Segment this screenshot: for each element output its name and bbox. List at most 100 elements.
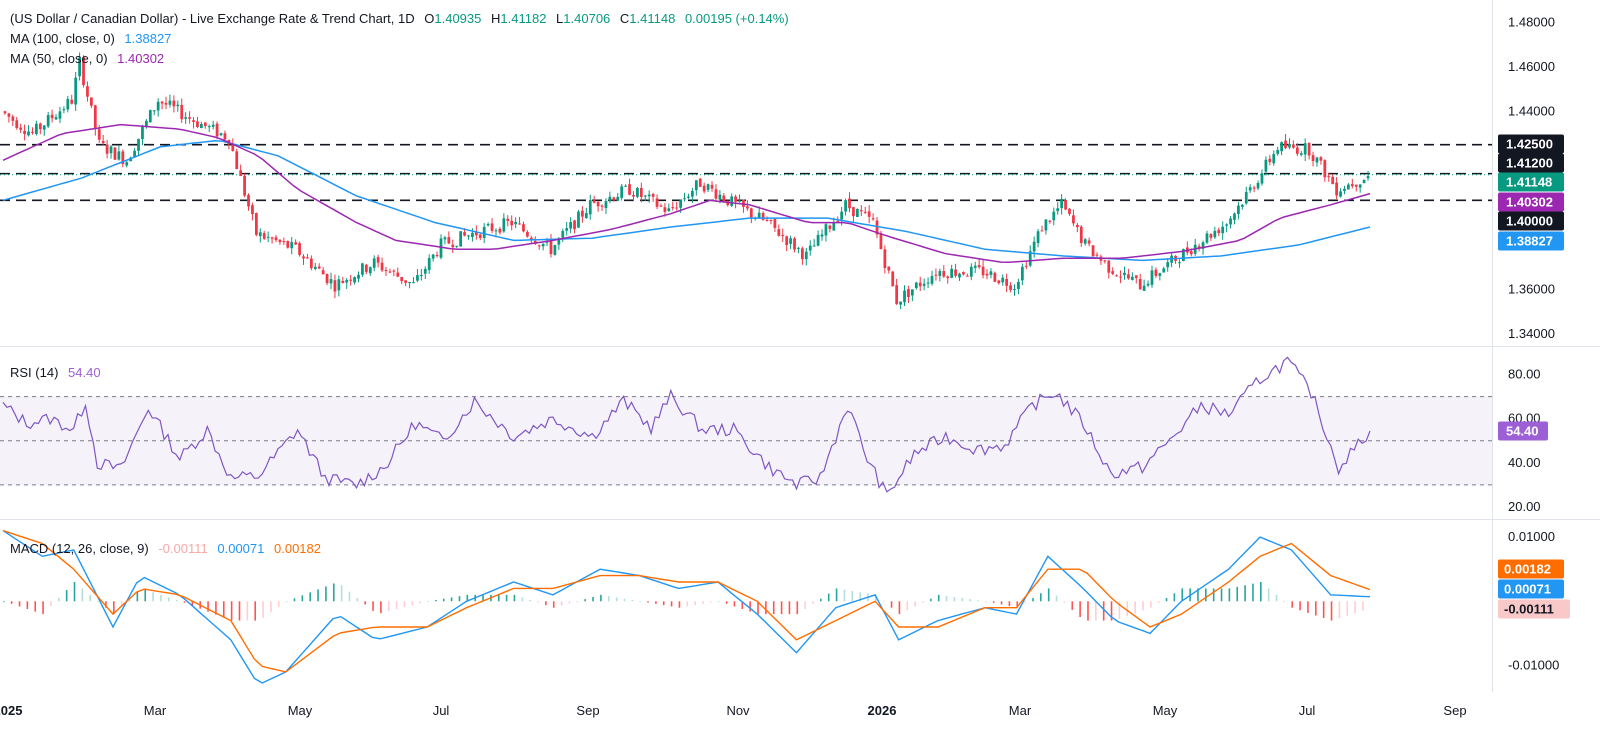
candle-body — [1091, 245, 1095, 257]
macd-histogram-bar — [332, 583, 335, 602]
macd-histogram-bar — [1173, 593, 1176, 602]
time-tick-label: Nov — [726, 703, 750, 718]
macd-histogram-bar — [136, 592, 139, 602]
candle-body — [797, 247, 800, 249]
macd-histogram-bar — [1047, 588, 1050, 602]
candle-body — [117, 151, 121, 160]
macd-histogram-bar — [458, 596, 461, 602]
candle-body — [973, 265, 977, 268]
macd-line — [2, 530, 1371, 684]
candle-body — [891, 271, 895, 287]
macd-histogram-bar — [639, 601, 641, 603]
candle-body — [105, 144, 109, 154]
candle-body — [820, 234, 824, 237]
candle-body — [1150, 270, 1154, 285]
candle-body — [667, 208, 671, 212]
macd-histogram-bar — [545, 601, 547, 606]
candle-body — [423, 268, 427, 274]
candle-body — [698, 178, 702, 187]
ma100-legend[interactable]: MA (100, close, 0) 1.38827 — [10, 31, 171, 46]
macd-line-badge: 0.00071 — [1498, 579, 1564, 599]
macd-histogram-bar — [788, 601, 791, 615]
svg-text:1.42500: 1.42500 — [1506, 137, 1553, 152]
candle-body — [1229, 218, 1232, 225]
macd-histogram-bar — [859, 592, 861, 602]
candle-body — [734, 196, 737, 202]
candle-body — [54, 117, 58, 120]
candle-body — [687, 196, 690, 198]
macd-histogram-bar — [505, 594, 508, 602]
candle-body — [35, 123, 38, 134]
ohlc-open: 1.40935 — [434, 11, 482, 26]
ma100-label: MA (100, close, 0) — [10, 31, 115, 46]
candle-body — [1209, 234, 1213, 238]
level-badge-1-42500: 1.42500 — [1498, 134, 1564, 154]
macd-histogram-bar — [1260, 582, 1262, 602]
candle-body — [1201, 242, 1205, 249]
candle-body — [856, 209, 859, 217]
candle-body — [781, 235, 785, 237]
macd-histogram-bar — [10, 601, 13, 604]
candle-body — [1017, 281, 1020, 290]
macd-histogram-bar — [26, 601, 29, 609]
candle-body — [7, 113, 11, 117]
macd-histogram-bar — [89, 594, 92, 602]
macd-histogram-bar — [1299, 601, 1301, 611]
candle-body — [486, 224, 490, 226]
candle-body — [584, 213, 588, 218]
macd-histogram-bar — [1220, 588, 1223, 602]
candle-body — [97, 129, 101, 140]
macd-histogram-bar — [780, 601, 783, 615]
candle-body — [439, 238, 443, 258]
candle-body — [628, 184, 631, 195]
candle-body — [581, 210, 584, 217]
candle-body — [730, 196, 734, 206]
macd-histogram-bar — [65, 590, 68, 602]
macd-histogram-bar — [537, 601, 539, 603]
candle-body — [1331, 176, 1335, 185]
macd-tick-label: -0.01000 — [1508, 658, 1559, 673]
candle-body — [722, 195, 726, 202]
candle-body — [930, 275, 934, 284]
candle-body — [502, 218, 506, 232]
macd-signal-badge: 0.00182 — [1498, 559, 1564, 579]
candle-body — [1233, 213, 1236, 220]
candle-body — [694, 180, 698, 191]
candle-body — [306, 257, 309, 259]
candle-body — [152, 110, 156, 112]
candle-body — [993, 272, 997, 282]
candle-body — [1354, 184, 1358, 187]
macd-histogram-bar — [105, 601, 107, 608]
candle-body — [1213, 230, 1217, 238]
candle-body — [1052, 211, 1056, 221]
macd-histogram-bar — [985, 601, 987, 603]
macd-histogram-bar — [419, 601, 421, 604]
candle-body — [1280, 142, 1283, 152]
candle-body — [518, 223, 521, 225]
candle-body — [702, 185, 706, 192]
ma50-legend[interactable]: MA (50, close, 0) 1.40302 — [10, 51, 164, 66]
candle-body — [946, 276, 950, 279]
rsi-legend[interactable]: RSI (14) 54.40 — [10, 365, 101, 380]
candle-body — [875, 220, 879, 235]
candle-body — [852, 207, 855, 217]
candle-body — [282, 241, 286, 243]
candle-body — [290, 242, 294, 249]
candle-body — [46, 115, 50, 127]
macd-label: MACD (12, 26, close, 9) — [10, 541, 149, 556]
candle-body — [372, 258, 376, 268]
macd-histogram-bar — [1181, 588, 1184, 602]
candle-body — [514, 221, 517, 225]
candle-body — [1087, 240, 1091, 244]
candle-body — [459, 231, 463, 247]
macd-legend[interactable]: MACD (12, 26, close, 9) -0.00111 0.00071… — [10, 541, 321, 556]
macd-histogram-bar — [1275, 594, 1278, 602]
candle-body — [270, 237, 274, 239]
ohlc-high-key: H — [491, 11, 501, 26]
candle-body — [467, 235, 470, 237]
svg-text:1.41200: 1.41200 — [1506, 156, 1553, 171]
macd-histogram-bar — [497, 594, 500, 602]
macd-histogram-bar — [73, 582, 76, 602]
time-tick-label: Jul — [1299, 703, 1316, 718]
